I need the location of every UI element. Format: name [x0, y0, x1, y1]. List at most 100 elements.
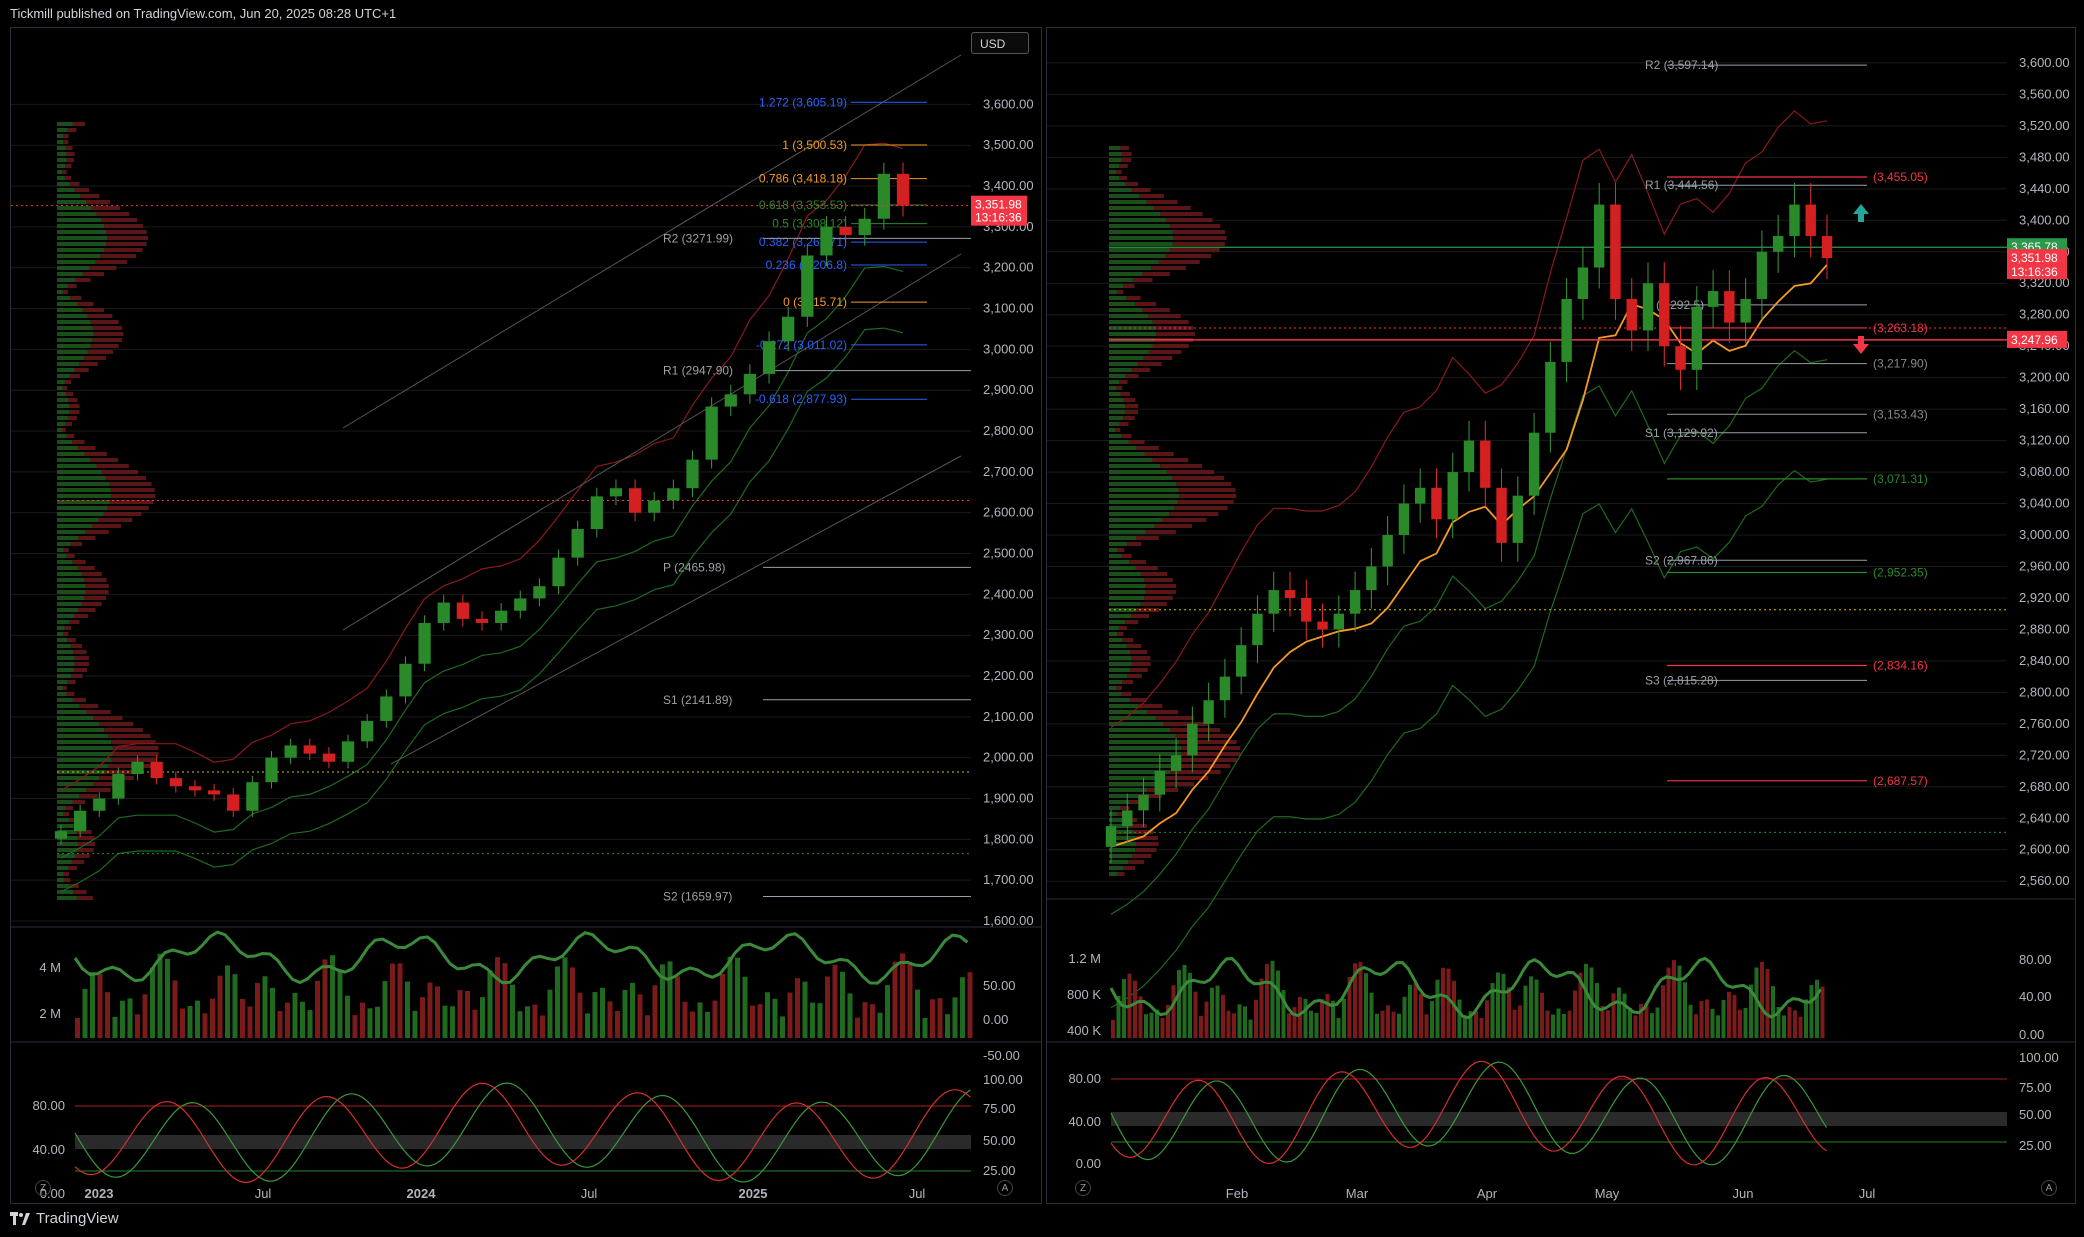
volume-profile-bar-down	[1133, 830, 1154, 834]
price-tick-label: 2,680.00	[2019, 779, 2070, 794]
volume-bar	[1281, 990, 1286, 1038]
bollinger-band-line	[60, 142, 904, 792]
volume-bar	[892, 961, 898, 1038]
volume-profile-bar-down	[63, 548, 69, 552]
volume-profile-bar-up	[57, 344, 91, 348]
volume-bar	[795, 978, 800, 1038]
volume-profile-bar-up	[57, 380, 65, 384]
volume-bar	[1556, 1008, 1561, 1038]
volume-profile-bar-down	[70, 296, 82, 300]
volume-profile-bar-down	[1177, 500, 1234, 504]
zoom-button[interactable]: Z	[35, 1180, 51, 1196]
volume-bar	[360, 1002, 365, 1038]
volume-bar	[832, 964, 838, 1038]
volume-profile-bar-down	[73, 668, 87, 672]
currency-selector[interactable]: USD	[971, 32, 1029, 54]
volume-profile-bar-up	[1109, 680, 1123, 684]
volume-profile-bar-up	[57, 218, 102, 222]
volume-bar	[210, 998, 215, 1038]
candle-body	[896, 173, 910, 206]
volume-profile-bar-down	[111, 758, 156, 762]
volume-profile-bar-up	[1109, 236, 1174, 240]
volume-bar	[1628, 1008, 1632, 1038]
auto-scale-button[interactable]: A	[997, 1180, 1013, 1196]
volume-bar	[1683, 982, 1687, 1038]
volume-profile-bar-up	[57, 332, 94, 336]
volume-bar	[307, 1010, 313, 1038]
volume-profile-bar-up	[1109, 308, 1143, 312]
candle-body	[188, 786, 202, 791]
volume-profile-bar-down	[1123, 866, 1136, 870]
volume-bar	[1512, 1009, 1517, 1038]
volume-profile-bar-up	[57, 716, 94, 720]
volume-bar	[667, 961, 673, 1038]
left-fibonacci: 1.272 (3,605.19) 1 (3,500.53) 0.786 (3,418…	[755, 95, 927, 406]
volume-profile-bar-up	[57, 722, 100, 726]
volume-bar	[1457, 999, 1462, 1038]
volume-profile-bar-up	[1109, 860, 1129, 864]
volume-profile-bar-down	[1125, 404, 1139, 408]
volume-profile-bar-down	[1151, 266, 1186, 270]
volume-profile-bar-down	[1124, 410, 1139, 414]
volume-bar	[1166, 1004, 1170, 1038]
volume-profile-bar-up	[1109, 590, 1146, 594]
volume-profile-bar-down	[1116, 290, 1124, 294]
stoch-right-tick: 100.00	[2019, 1050, 2059, 1065]
volume-bar	[532, 1004, 538, 1038]
volume-profile-bar-down	[64, 626, 71, 630]
volume-bar	[390, 963, 395, 1038]
volume-profile-bar-up	[57, 656, 75, 660]
candle-body	[1447, 472, 1458, 520]
candle-body	[1284, 590, 1296, 598]
volume-profile-bar-down	[1135, 848, 1157, 852]
price-tick-label: 3,100.00	[983, 301, 1034, 316]
stoch-left-tick: 40.00	[1068, 1114, 1101, 1129]
price-tick-label: 2,400.00	[983, 586, 1034, 601]
volume-bar	[937, 998, 943, 1038]
volume-profile-bar-down	[1130, 614, 1149, 618]
volume-bar	[1182, 964, 1187, 1038]
volume-profile-bar-down	[1155, 716, 1194, 720]
zoom-button-right[interactable]: Z	[1075, 1180, 1091, 1196]
volume-bar	[1760, 961, 1764, 1038]
auto-scale-button-right[interactable]: A	[2041, 1180, 2057, 1196]
volume-bar	[1705, 999, 1709, 1038]
volume-profile-bar-up	[1109, 782, 1156, 786]
volume-bar	[1793, 1010, 1797, 1038]
footer-brand[interactable]: TradingView	[10, 1210, 119, 1227]
volume-profile-bar-down	[1125, 182, 1139, 186]
volume-profile-bar-up	[1109, 380, 1120, 384]
volume-profile-bar-up	[57, 824, 74, 828]
volume-profile-bar-up	[1109, 584, 1146, 588]
volume-profile-bar-down	[69, 410, 80, 414]
right-chart-svg[interactable]: R2 (3,597.14)R1 (3,444.56)P (3,292.5)S1 …	[1047, 28, 2075, 1203]
left-chart-svg[interactable]: 1.272 (3,605.19) 1 (3,500.53) 0.786 (3,418…	[11, 28, 1041, 1203]
candle-body	[207, 790, 221, 795]
volume-profile-bar-down	[89, 266, 117, 270]
volume-tick-label: 4 M	[39, 960, 61, 975]
volume-bar	[712, 1000, 718, 1038]
volume-profile-bar-up	[57, 290, 64, 294]
volume-bar	[915, 989, 920, 1038]
volume-profile-bar-up	[57, 230, 107, 234]
candle-body	[475, 618, 489, 623]
volume-profile-bar-down	[1142, 272, 1170, 276]
candle-body	[303, 745, 316, 754]
time-tick-label: Jul	[255, 1186, 272, 1201]
volume-profile-bar-up	[57, 146, 66, 150]
left-chart-panel[interactable]: 1.272 (3,605.19) 1 (3,500.53) 0.786 (3,418…	[10, 27, 1042, 1204]
right-chart-panel[interactable]: R2 (3,597.14) R1 (3,444.56) P (3,292.5) S1 …	[1046, 27, 2076, 1204]
volume-bar	[1804, 999, 1808, 1038]
candle-body	[1610, 204, 1621, 299]
candle-body	[1724, 291, 1735, 323]
volume-profile-bar-down	[63, 134, 69, 138]
volume-profile-bar-down	[1145, 590, 1176, 594]
pivot-label: P (2465.98)	[663, 560, 726, 574]
volume-profile-bar-up	[1109, 818, 1125, 822]
volume-profile-bar-up	[57, 620, 70, 624]
volume-profile-bar-up	[1109, 656, 1132, 660]
volume-bar	[1617, 987, 1621, 1038]
volume-profile-bar-down	[64, 878, 71, 882]
volume-profile-bar-up	[57, 488, 111, 492]
candle-body	[169, 778, 182, 787]
